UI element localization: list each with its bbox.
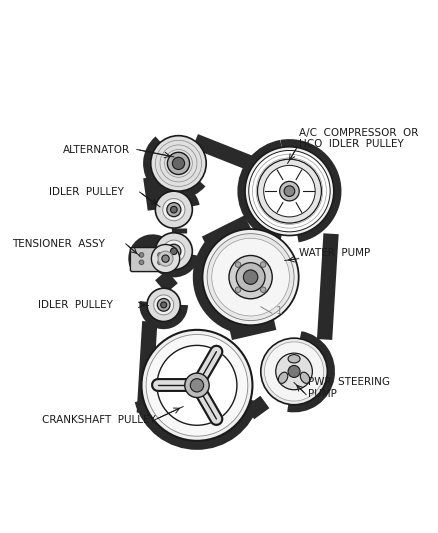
Circle shape: [151, 136, 206, 191]
Circle shape: [139, 253, 144, 257]
Circle shape: [167, 203, 181, 216]
Circle shape: [167, 152, 190, 174]
Text: PWR  STEERING
PUMP: PWR STEERING PUMP: [308, 377, 390, 399]
Text: A/C  COMPRESSOR  OR
HCO  IDLER  PULLEY: A/C COMPRESSOR OR HCO IDLER PULLEY: [299, 127, 418, 149]
Circle shape: [235, 262, 241, 268]
Circle shape: [158, 251, 173, 266]
Circle shape: [190, 378, 204, 392]
Circle shape: [264, 165, 315, 217]
Circle shape: [158, 253, 162, 257]
Circle shape: [170, 248, 177, 255]
Text: IDLER  PULLEY: IDLER PULLEY: [49, 187, 124, 197]
Circle shape: [261, 338, 327, 405]
Circle shape: [244, 270, 258, 284]
Circle shape: [155, 191, 192, 228]
Text: WATER  PUMP: WATER PUMP: [299, 248, 370, 258]
Circle shape: [158, 260, 162, 265]
Text: TENSIONER  ASSY: TENSIONER ASSY: [12, 239, 105, 249]
Circle shape: [152, 245, 180, 273]
Circle shape: [141, 330, 252, 441]
Circle shape: [155, 233, 192, 270]
Circle shape: [161, 302, 167, 308]
Circle shape: [202, 229, 299, 325]
Ellipse shape: [288, 354, 300, 363]
Ellipse shape: [279, 372, 288, 383]
Circle shape: [261, 287, 266, 293]
Text: ALTERNATOR: ALTERNATOR: [63, 144, 130, 155]
Circle shape: [162, 255, 169, 262]
Circle shape: [170, 206, 177, 213]
Circle shape: [284, 186, 295, 197]
Circle shape: [212, 238, 290, 316]
Circle shape: [261, 262, 266, 268]
Circle shape: [288, 366, 300, 377]
Circle shape: [173, 157, 184, 169]
Circle shape: [157, 345, 237, 425]
Circle shape: [207, 233, 294, 320]
Text: IDLER  PULLEY: IDLER PULLEY: [38, 300, 113, 310]
Circle shape: [235, 287, 241, 293]
Circle shape: [236, 263, 265, 292]
Circle shape: [229, 255, 272, 299]
Circle shape: [167, 244, 181, 259]
Circle shape: [139, 260, 144, 265]
Circle shape: [280, 181, 299, 201]
Circle shape: [154, 295, 173, 315]
Circle shape: [147, 288, 180, 321]
Text: 1: 1: [276, 306, 283, 317]
Circle shape: [163, 240, 185, 262]
Circle shape: [276, 353, 312, 390]
Text: CRANKSHAFT  PULLEY: CRANKSHAFT PULLEY: [42, 415, 155, 425]
Circle shape: [265, 342, 324, 401]
Circle shape: [185, 373, 209, 398]
Circle shape: [146, 335, 248, 436]
Circle shape: [163, 198, 185, 221]
Circle shape: [157, 298, 170, 311]
Circle shape: [245, 147, 334, 236]
FancyBboxPatch shape: [131, 247, 167, 272]
Circle shape: [249, 150, 330, 232]
Ellipse shape: [300, 372, 310, 383]
Circle shape: [258, 159, 321, 223]
